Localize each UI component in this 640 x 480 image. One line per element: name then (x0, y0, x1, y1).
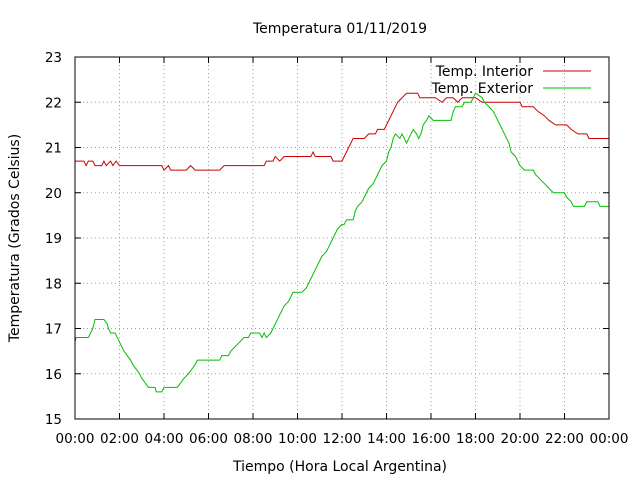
y-tick-label: 23 (45, 50, 62, 66)
y-tick-label: 18 (45, 276, 62, 292)
x-tick-label: 18:00 (456, 431, 495, 447)
x-tick-label: 14:00 (367, 431, 406, 447)
legend-label-interior: Temp. Interior (435, 64, 534, 80)
x-axis-label: Tiempo (Hora Local Argentina) (232, 459, 447, 475)
data-series (74, 92, 609, 393)
y-tick-labels: 15 16 17 18 19 20 21 22 23 (45, 50, 62, 428)
x-tick-label: 16:00 (412, 431, 451, 447)
grid-lines (75, 57, 609, 419)
x-tick-label: 02:00 (100, 431, 139, 447)
y-tick-label: 15 (45, 412, 62, 428)
x-tick-label: 04:00 (145, 431, 184, 447)
x-tick-label: 12:00 (323, 431, 362, 447)
y-tick-label: 20 (45, 186, 62, 202)
chart-title: Temperatura 01/11/2019 (252, 21, 427, 37)
legend-label-exterior: Temp. Exterior (431, 81, 534, 97)
x-tick-label: 00:00 (56, 431, 95, 447)
x-tick-label: 22:00 (545, 431, 584, 447)
legend: Temp. Interior Temp. Exterior (431, 64, 591, 97)
x-tick-label: 00:00 (590, 431, 629, 447)
plot-area-border (74, 56, 610, 420)
x-tick-labels: 00:00 02:00 04:00 06:00 08:00 10:00 12:00 14:00… (56, 431, 629, 447)
y-tick-label: 21 (45, 141, 62, 157)
y-tick-label: 19 (45, 231, 62, 247)
y-axis-label: Temperatura (Grados Celsius) (7, 134, 23, 343)
series-line-interior (75, 92, 609, 171)
x-tick-label: 06:00 (189, 431, 228, 447)
series-line-exterior (74, 92, 609, 393)
x-tick-label: 08:00 (234, 431, 273, 447)
y-tick-label: 22 (45, 95, 62, 111)
y-tick-label: 17 (45, 322, 62, 338)
x-tick-label: 10:00 (278, 431, 317, 447)
y-tick-label: 16 (45, 367, 62, 383)
x-tick-label: 20:00 (501, 431, 540, 447)
